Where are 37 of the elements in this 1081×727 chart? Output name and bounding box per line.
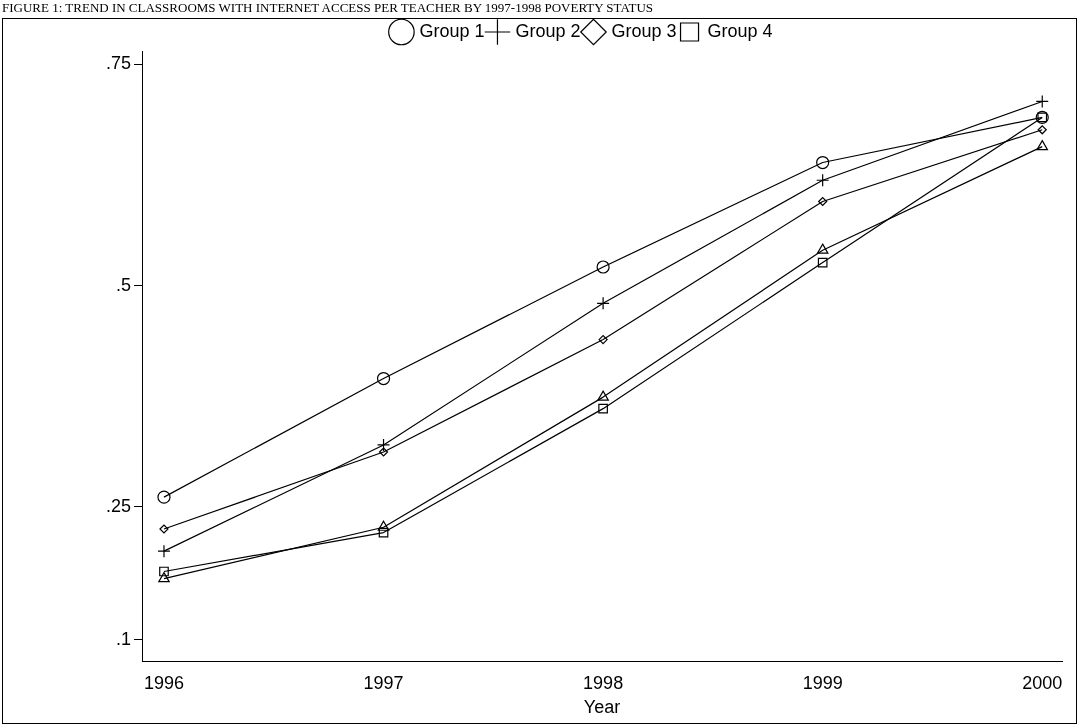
- x-axis-title: Year: [583, 697, 621, 718]
- legend-label: Group 1: [419, 20, 485, 41]
- point: [596, 296, 610, 310]
- x-tick-label: 1999: [802, 672, 843, 693]
- y-tick-label: .5: [116, 274, 132, 295]
- point: [1035, 94, 1049, 109]
- point: [377, 520, 390, 531]
- chart-title: FIGURE 1: TREND IN CLASSROOMS WITH INTERNET ACCESS PER TEACHER BY 1997-1998 POVERTY STATUS: [2, 0, 654, 16]
- x-tick-label: 1998: [583, 672, 624, 693]
- legend-label: Group 3: [611, 20, 677, 41]
- point: [1037, 125, 1047, 135]
- x-tick-label: 1996: [143, 672, 184, 693]
- point: [378, 527, 389, 538]
- point: [818, 196, 828, 207]
- point: [816, 155, 830, 170]
- point: [159, 566, 169, 577]
- point: [158, 571, 170, 583]
- x-tick-label: 1997: [363, 672, 404, 693]
- point: [816, 173, 830, 187]
- legend-label: Group 4: [707, 20, 773, 41]
- point: [596, 260, 610, 274]
- point: [159, 524, 169, 534]
- point: [816, 243, 829, 254]
- y-tick-label: .25: [105, 495, 132, 516]
- point: [598, 334, 608, 345]
- y-tick-label: .1: [116, 628, 132, 649]
- point: [598, 403, 608, 414]
- point: [817, 257, 828, 268]
- point: [157, 490, 171, 504]
- point: [597, 390, 609, 401]
- x-tick-label: 2000: [1022, 672, 1063, 693]
- point: [378, 447, 389, 457]
- legend-label: Group 2: [515, 20, 581, 41]
- y-tick-label: .75: [105, 53, 132, 74]
- point: [1036, 140, 1049, 151]
- point: [376, 371, 391, 386]
- point: [376, 438, 391, 452]
